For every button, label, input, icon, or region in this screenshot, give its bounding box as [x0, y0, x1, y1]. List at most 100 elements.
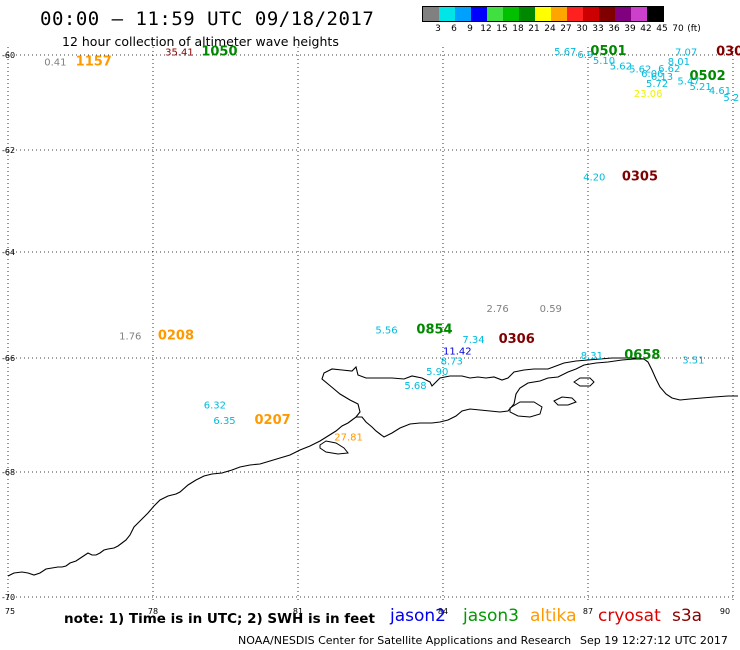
satellite-jason3: jason3 [463, 606, 519, 626]
wave-height-value: 5.68 [404, 381, 426, 392]
wave-height-value: 4.20 [583, 173, 605, 184]
wave-height-value: 11.42 [443, 347, 472, 358]
legend-label: (ft) [687, 24, 701, 34]
island-outline [319, 440, 349, 455]
page-title: 00:00 – 11:59 UTC 09/18/2017 [40, 8, 375, 30]
lon-tick-label: 81 [293, 607, 303, 616]
wave-height-value: 0.41 [44, 58, 66, 69]
lat-tick-label: -64 [2, 248, 15, 257]
lon-tick-label: 90 [720, 607, 730, 616]
wave-height-value: 2.76 [487, 304, 509, 315]
legend-label: 39 [624, 24, 636, 34]
pass-time-label: 1157 [76, 55, 112, 70]
legend-label: 12 [480, 24, 492, 34]
legend-label: 9 [467, 24, 473, 34]
legend-label: 15 [496, 24, 508, 34]
satellite-jason2: jason2 [390, 606, 446, 626]
legend-label: 33 [592, 24, 604, 34]
coastline [7, 358, 738, 577]
lat-tick-label: -70 [2, 593, 15, 602]
wave-height-value: 6.35 [213, 416, 235, 427]
legend-swatch [631, 7, 647, 21]
lat-tick-label: -60 [2, 51, 15, 60]
legend-swatch [455, 7, 471, 21]
wave-height-value: 5.47 [677, 77, 699, 88]
legend-swatch [599, 7, 615, 21]
lat-tick-label: -68 [2, 468, 15, 477]
legend-label: 45 [656, 24, 668, 34]
page-subtitle: 12 hour collection of altimeter wave hei… [62, 34, 339, 49]
wave-height-value: 7.34 [462, 335, 484, 346]
legend-swatch [503, 7, 519, 21]
axis-labels: 75 78 81 84 87 90 -60 -62 -64 -66 -68 -70 [2, 51, 730, 616]
legend-swatch [471, 7, 487, 21]
wave-height-value: 8.01 [668, 57, 690, 68]
wave-height-value: 0.59 [540, 304, 562, 315]
wave-height-value: 5.10 [593, 56, 615, 67]
legend-swatch [567, 7, 583, 21]
island-outline [573, 377, 595, 387]
legend-label: 36 [608, 24, 620, 34]
legend-color-bar [422, 6, 664, 22]
wave-height-value: 6.06 [641, 69, 663, 80]
legend-swatch [519, 7, 535, 21]
wave-height-value: 5.72 [646, 79, 668, 90]
lon-tick-label: 87 [583, 607, 593, 616]
pass-time-label: 0208 [158, 329, 194, 344]
wave-height-value: 6.9 [577, 50, 593, 61]
legend-label: 42 [640, 24, 652, 34]
satellite-s3a: s3a [672, 606, 703, 626]
wave-height-value: 6.62 [658, 64, 680, 75]
pass-time-label: 0501 [590, 44, 626, 59]
wave-height-value: 5.2 [723, 93, 739, 104]
pass-time-label: 0658 [624, 348, 660, 363]
lat-tick-label: -62 [2, 146, 15, 155]
wave-height-value: 1.76 [119, 332, 141, 343]
satellite-cryosat: cryosat [598, 606, 661, 626]
legend-label: 21 [528, 24, 540, 34]
wave-height-value: 23.06 [634, 89, 663, 100]
pass-time-label: 0306 [499, 332, 535, 347]
wave-height-value: 5.56 [375, 325, 397, 336]
wave-height-value: 5.62 [629, 64, 651, 75]
legend-swatch [423, 7, 439, 21]
legend-label: 27 [560, 24, 572, 34]
legend-swatch [583, 7, 599, 21]
lon-tick-label: 75 [5, 607, 15, 616]
color-legend: 3 6 9 12 15 18 21 24 27 30 33 36 39 42 45 70 (ft) [422, 6, 701, 34]
wave-height-value: 3.51 [682, 356, 704, 367]
island-outline [509, 401, 543, 418]
wave-height-value: 7.07 [675, 48, 697, 59]
wave-height-value: 5.62 [610, 61, 632, 72]
wave-height-value: 6.32 [204, 401, 226, 412]
wave-height-value: 35.41 [165, 48, 194, 59]
pass-time-label: 1050 [201, 45, 237, 60]
legend-swatch [647, 7, 663, 21]
wave-height-value: 4.61 [709, 86, 731, 97]
pass-time-label: 0854 [416, 322, 452, 337]
pass-time-label: 0502 [690, 69, 726, 84]
legend-swatch [551, 7, 567, 21]
map-grid [7, 47, 735, 600]
legend-labels: 3 6 9 12 15 18 21 24 27 30 33 36 39 42 45 70 (ft) [422, 22, 701, 34]
pass-time-label: 0304 [716, 45, 740, 60]
lon-tick-label: 78 [148, 607, 158, 616]
wave-height-value: 8.31 [581, 351, 603, 362]
legend-label: 6 [451, 24, 457, 34]
legend-label: 18 [512, 24, 524, 34]
legend-label: 24 [544, 24, 556, 34]
legend-swatch [487, 7, 503, 21]
satellite-altika: altika [530, 606, 577, 626]
timestamp-text: Sep 19 12:27:12 UTC 2017 [580, 634, 728, 647]
pass-time-label: 0207 [255, 413, 291, 428]
legend-swatch [439, 7, 455, 21]
legend-label: 70 [672, 24, 684, 34]
legend-label: 3 [435, 24, 441, 34]
legend-label: 30 [576, 24, 588, 34]
footer-note: note: 1) Time is in UTC; 2) SWH is in fe… [64, 611, 375, 627]
wave-height-value: 8.73 [441, 356, 463, 367]
lat-tick-label: -66 [2, 354, 15, 363]
wave-height-value: 5.21 [690, 82, 712, 93]
